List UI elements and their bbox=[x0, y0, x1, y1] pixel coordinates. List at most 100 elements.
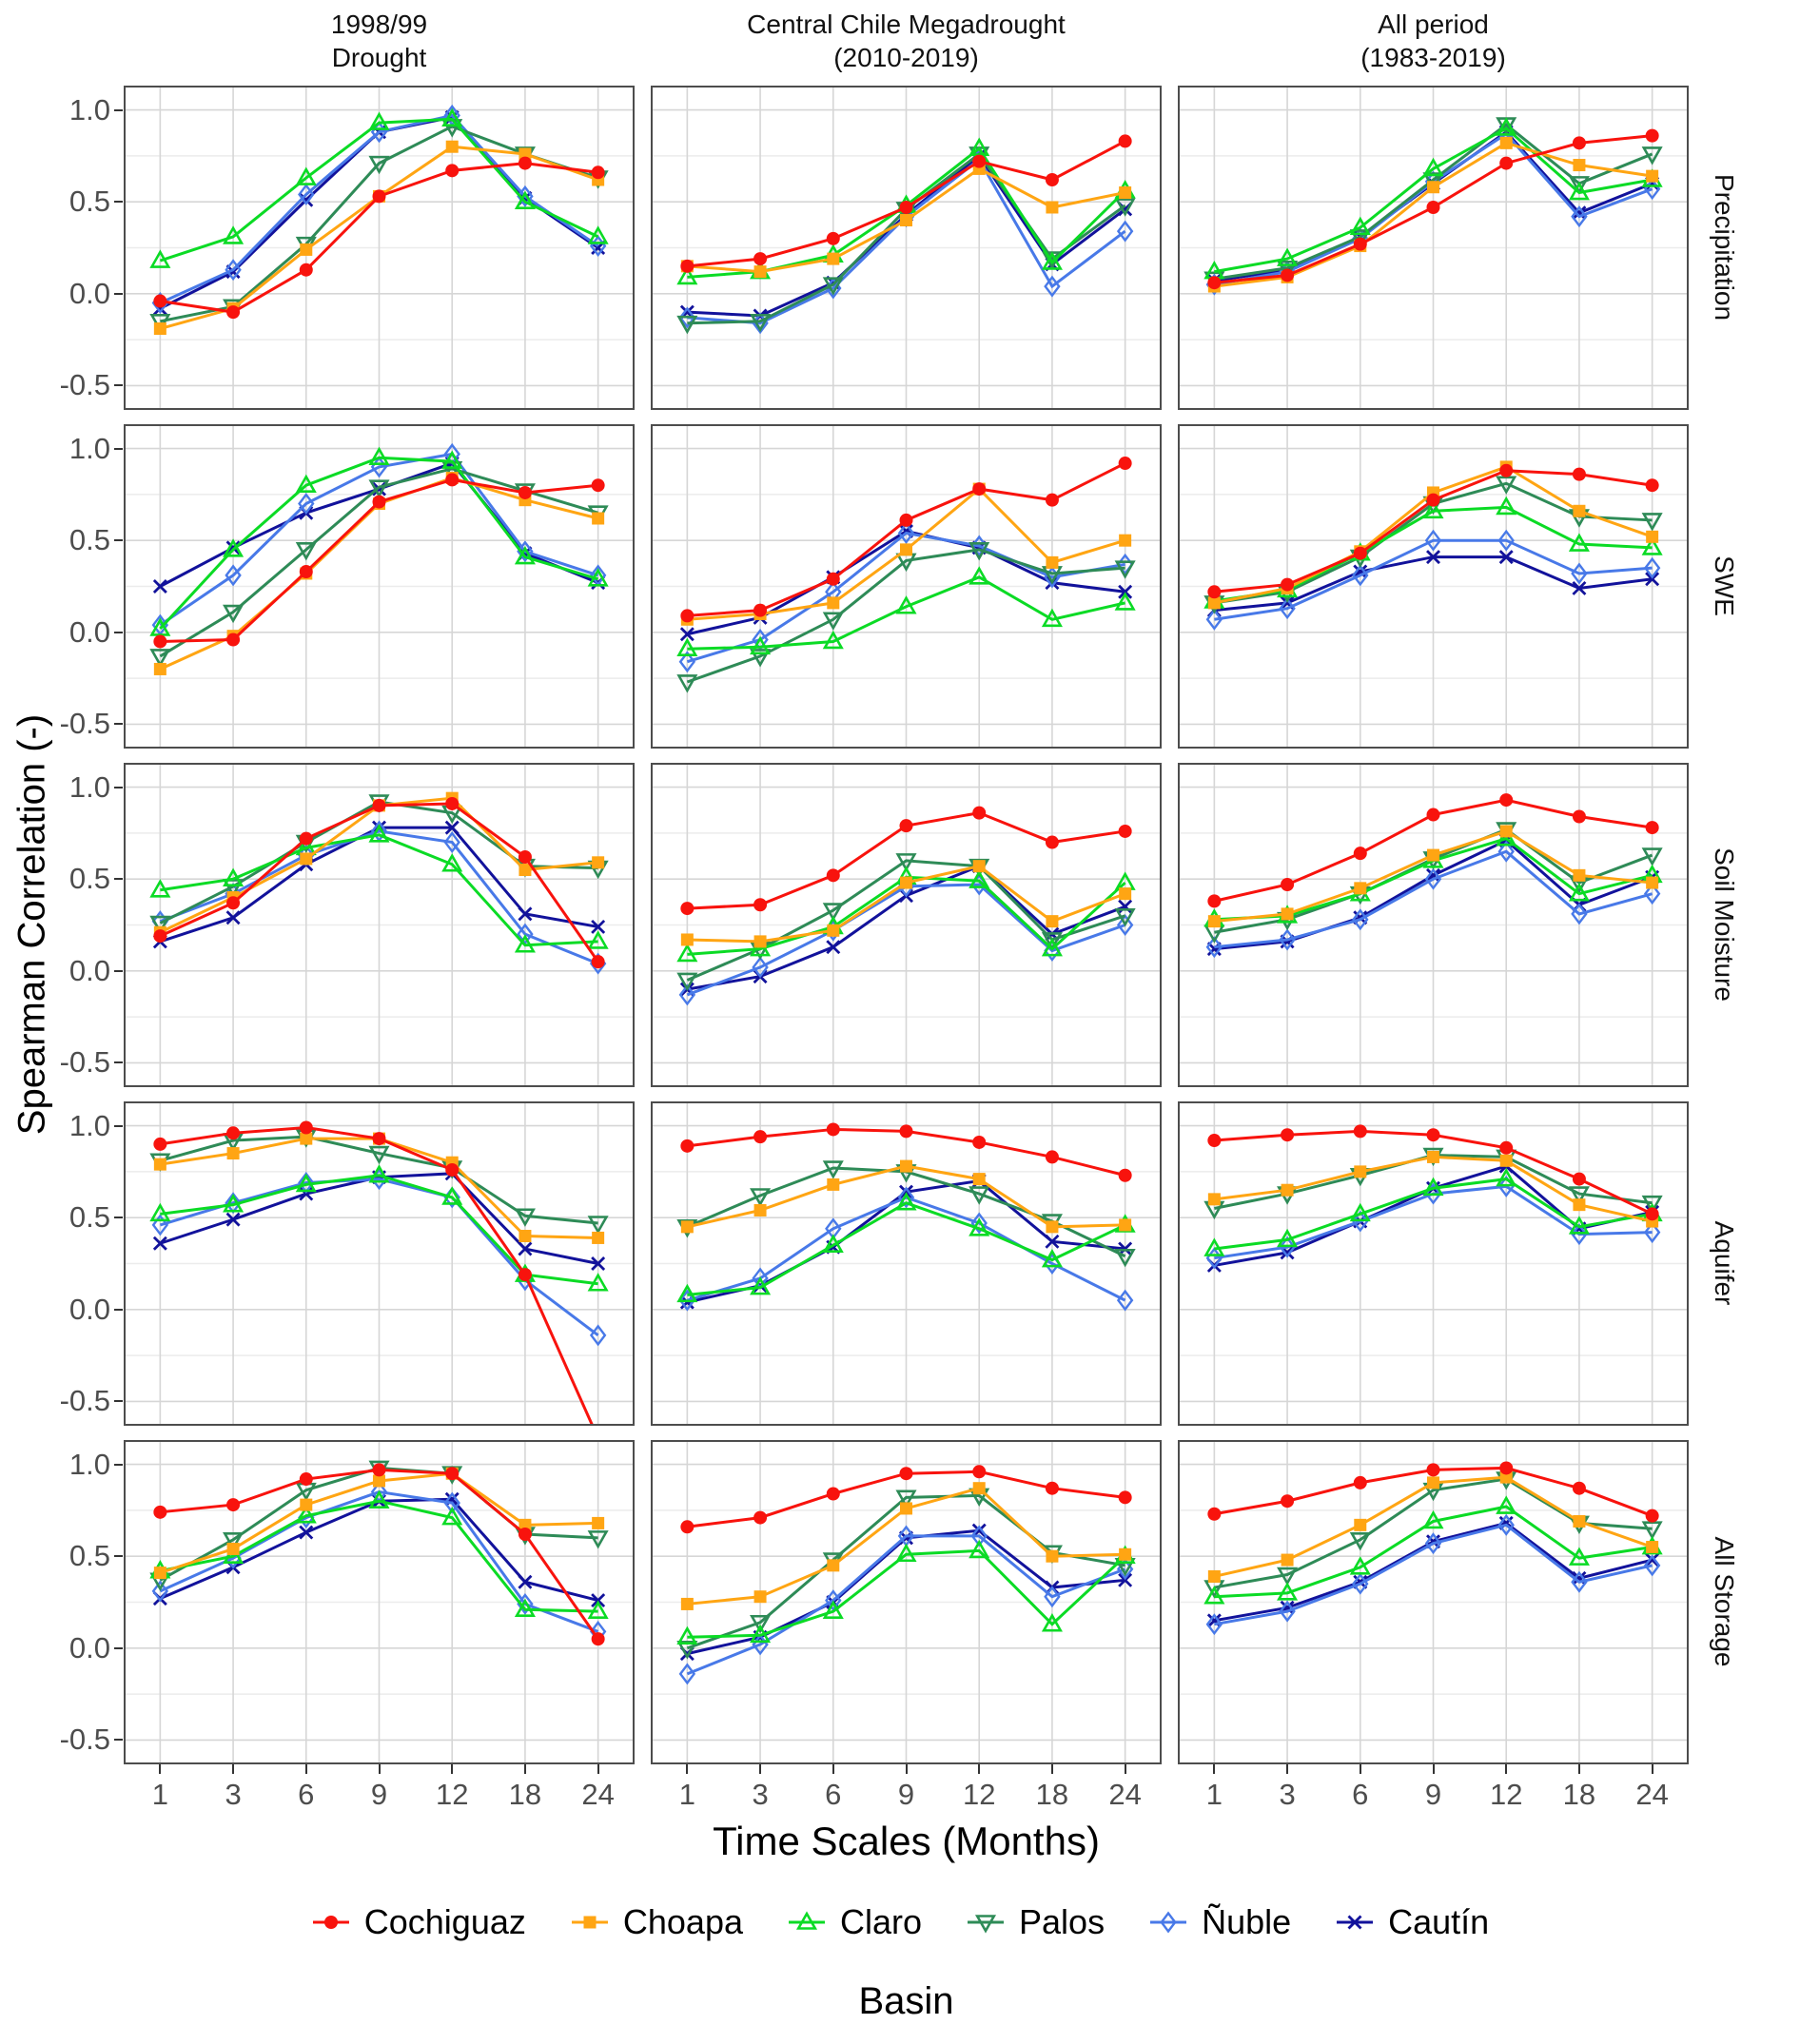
legend-title: Basin bbox=[858, 1980, 954, 2022]
column-title-all-period: All period (1983-2019) bbox=[1360, 10, 1506, 72]
panel-precipitation-col1 bbox=[124, 86, 635, 410]
y-tick-mark bbox=[114, 1124, 123, 1127]
series-cochiguaz bbox=[680, 806, 1132, 916]
series-cochiguaz bbox=[680, 1122, 1132, 1182]
series-choapa bbox=[1207, 1150, 1659, 1228]
x-tick-mark bbox=[1505, 1764, 1508, 1774]
series-choapa bbox=[1207, 1470, 1659, 1583]
series-cochiguaz bbox=[680, 134, 1132, 273]
column-title-1998-99-drought: 1998/99 Drought bbox=[330, 10, 428, 72]
claro-triangle-up-icon bbox=[788, 1911, 825, 1930]
panel-soil-moisture-col2 bbox=[651, 763, 1162, 1087]
y-tick-mark bbox=[114, 969, 123, 972]
x-tick-mark bbox=[232, 1764, 235, 1774]
y-tick-label: 0.0 bbox=[68, 276, 110, 310]
x-tick-mark bbox=[978, 1764, 981, 1774]
x-tick-label: 3 bbox=[225, 1778, 242, 1811]
x-axis-title: Time Scales (Months) bbox=[713, 1819, 1100, 1863]
legend-item-cochiguaz: Cochiguaz bbox=[311, 1902, 526, 1942]
x-tick-mark bbox=[1286, 1764, 1289, 1774]
series-cochiguaz bbox=[153, 156, 605, 320]
panel-all-storage-col1 bbox=[124, 1440, 635, 1764]
legend-item-palos: Palos bbox=[966, 1902, 1105, 1942]
panel-swe-col1 bbox=[124, 424, 635, 749]
series-cochiguaz bbox=[1207, 793, 1659, 908]
x-tick-mark bbox=[597, 1764, 599, 1774]
series-choapa bbox=[680, 860, 1132, 948]
panel-all-storage-col3 bbox=[1178, 1440, 1689, 1764]
y-tick-label: 0.5 bbox=[68, 523, 110, 557]
column-title-megadrought: Central Chile Megadrought (2010-2019) bbox=[747, 10, 1066, 72]
x-tick-label: 6 bbox=[825, 1778, 842, 1811]
x-tick-label: 6 bbox=[1352, 1778, 1369, 1811]
nuble-diamond-icon bbox=[1150, 1911, 1187, 1934]
y-tick-label: 0.0 bbox=[68, 614, 110, 649]
row-title-aquifer: Aquifer bbox=[1710, 1220, 1739, 1306]
x-tick-label: 18 bbox=[1562, 1778, 1596, 1811]
series-claro bbox=[676, 566, 1136, 656]
x-tick-mark bbox=[759, 1764, 762, 1774]
cochiguaz-circle-icon bbox=[312, 1916, 349, 1929]
x-tick-mark bbox=[1651, 1764, 1653, 1774]
series-cochiguaz bbox=[1207, 128, 1659, 290]
legend-item-cautin: Cautín bbox=[1335, 1902, 1489, 1942]
y-tick-mark bbox=[114, 292, 123, 295]
y-tick-mark bbox=[114, 384, 123, 387]
y-tick-mark bbox=[114, 539, 123, 542]
row-title-swe: SWE bbox=[1710, 555, 1739, 616]
y-tick-label: -0.5 bbox=[59, 368, 110, 402]
y-tick-label: -0.5 bbox=[59, 1045, 110, 1080]
y-tick-mark bbox=[114, 201, 123, 204]
x-tick-mark bbox=[1359, 1764, 1361, 1774]
series-claro bbox=[676, 1192, 1136, 1303]
series-cochiguaz bbox=[1207, 1461, 1659, 1523]
row-title-all-storage: All Storage bbox=[1710, 1536, 1739, 1667]
y-tick-label: 0.0 bbox=[68, 953, 110, 987]
legend-label: Palos bbox=[1019, 1902, 1105, 1941]
row-title-soil-moisture: Soil Moisture bbox=[1710, 847, 1739, 1002]
y-tick-mark bbox=[114, 1217, 123, 1219]
legend: Cochiguaz Choapa Claro Palos Ñuble Cautí… bbox=[0, 1902, 1800, 1942]
series-cochiguaz bbox=[680, 457, 1132, 623]
legend-item-nuble: Ñuble bbox=[1148, 1902, 1291, 1942]
legend-label: Claro bbox=[839, 1902, 923, 1941]
y-tick-label: 0.5 bbox=[68, 185, 110, 219]
series-cochiguaz bbox=[153, 796, 605, 969]
series-cochiguaz bbox=[153, 1463, 605, 1646]
x-tick-label: 24 bbox=[1635, 1778, 1669, 1811]
series-choapa bbox=[680, 162, 1132, 279]
series-choapa bbox=[680, 1482, 1132, 1610]
panel-aquifer-col2 bbox=[651, 1101, 1162, 1426]
panel-precipitation-col3 bbox=[1178, 86, 1689, 410]
cautin-cross-icon bbox=[1337, 1915, 1374, 1930]
choapa-square-icon bbox=[571, 1916, 608, 1929]
x-tick-mark bbox=[1050, 1764, 1053, 1774]
series-ñuble bbox=[1205, 840, 1661, 959]
x-tick-mark bbox=[1213, 1764, 1216, 1774]
y-tick-mark bbox=[114, 878, 123, 881]
series-ñuble bbox=[1205, 529, 1661, 631]
x-tick-label: 1 bbox=[678, 1778, 695, 1811]
panel-precipitation-col2 bbox=[651, 86, 1162, 410]
x-tick-label: 12 bbox=[1489, 1778, 1523, 1811]
legend-label: Cautín bbox=[1388, 1902, 1490, 1941]
legend-label: Cochiguaz bbox=[363, 1902, 526, 1941]
y-tick-mark bbox=[114, 1555, 123, 1558]
x-tick-label: 9 bbox=[1424, 1778, 1442, 1811]
legend-label: Choapa bbox=[622, 1902, 743, 1941]
x-tick-label: 6 bbox=[298, 1778, 315, 1811]
panel-swe-col2 bbox=[651, 424, 1162, 749]
y-tick-mark bbox=[114, 1646, 123, 1649]
y-tick-mark bbox=[114, 631, 123, 633]
x-tick-mark bbox=[451, 1764, 454, 1774]
x-tick-mark bbox=[378, 1764, 381, 1774]
y-tick-label: 1.0 bbox=[68, 92, 110, 127]
y-tick-label: 0.0 bbox=[68, 1292, 110, 1326]
y-tick-label: 0.5 bbox=[68, 1539, 110, 1573]
x-tick-label: 3 bbox=[752, 1778, 769, 1811]
panel-swe-col3 bbox=[1178, 424, 1689, 749]
x-tick-label: 1 bbox=[1205, 1778, 1223, 1811]
x-tick-mark bbox=[832, 1764, 834, 1774]
x-tick-label: 12 bbox=[435, 1778, 469, 1811]
